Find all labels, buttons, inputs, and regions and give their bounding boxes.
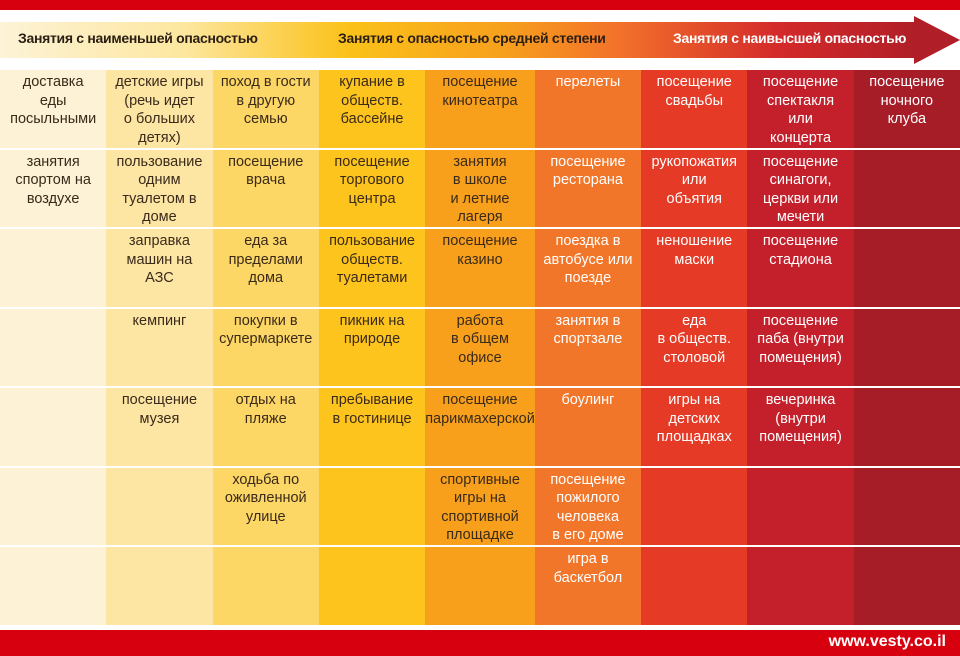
table-cell: кемпинг	[106, 308, 213, 387]
table-cell: пользование одним туалетом в доме	[106, 149, 213, 228]
table-cell	[0, 308, 107, 387]
table-cell: посещение музея	[106, 388, 213, 466]
table-cell: посещение стадиона	[747, 229, 854, 307]
table-cell: посещение врача	[212, 149, 319, 228]
table-cell	[853, 467, 960, 546]
table-cell	[425, 547, 535, 625]
table-cell	[853, 229, 960, 307]
header-high-risk: Занятия с наивысшей опасностью	[673, 30, 907, 46]
header-low-risk: Занятия с наименьшей опасностью	[18, 30, 258, 46]
table-cell: занятия в спортзале	[534, 308, 642, 387]
table-cell: перелеты	[534, 70, 642, 148]
table-cell	[0, 547, 107, 625]
table-cell	[0, 229, 107, 307]
table-cell	[853, 388, 960, 466]
table-cell: детские игры (речь идет о больших детях)	[106, 70, 213, 148]
table-cell: спортивные игры на спортивной площадке	[425, 467, 535, 546]
table-cell: посещение пожилого человека в его доме	[534, 467, 642, 546]
table-cell: игра в баскетбол	[534, 547, 642, 625]
table-cell	[641, 467, 748, 546]
table-cell	[853, 547, 960, 625]
table-cell: поход в гости в другую семью	[212, 70, 319, 148]
table-cell: занятия в школе и летние лагеря	[425, 149, 535, 228]
header-medium-risk: Занятия с опасностью средней степени	[338, 30, 606, 46]
table-cell	[318, 467, 426, 546]
table-cell: ходьба по оживленной улице	[212, 467, 319, 546]
table-cell: неношение маски	[641, 229, 748, 307]
table-cell	[106, 547, 213, 625]
table-cell: игры на детских площадках	[641, 388, 748, 466]
table-cell: пикник на природе	[318, 308, 426, 387]
table-cell: отдых на пляже	[212, 388, 319, 466]
risk-table: доставка еды посыльными детские игры (реч…	[0, 70, 960, 625]
table-cell: еда за пределами дома	[212, 229, 319, 307]
table-cell: пользование обществ. туалетами	[318, 229, 426, 307]
risk-scale-arrow: Занятия с наименьшей опасностью Занятия …	[0, 16, 960, 64]
table-cell: посещение синагоги, церкви или мечети	[747, 149, 854, 228]
table-cell: еда в обществ. столовой	[641, 308, 748, 387]
table-cell	[853, 308, 960, 387]
arrow-body	[0, 22, 915, 58]
site-url: www.vesty.co.il	[828, 633, 946, 650]
arrow-head-icon	[914, 16, 960, 64]
table-cell	[106, 467, 213, 546]
table-cell	[641, 547, 748, 625]
table-cell: посещение торгового центра	[318, 149, 426, 228]
table-cell	[747, 547, 854, 625]
table-cell	[318, 547, 426, 625]
table-cell: пребывание в гостинице	[318, 388, 426, 466]
bottom-red-bar: www.vesty.co.il	[0, 630, 960, 656]
table-cell: посещение парикмахерской	[425, 388, 535, 466]
table-cell: заправка машин на АЗС	[106, 229, 213, 307]
table-cell: купание в обществ. бассейне	[318, 70, 426, 148]
table-cell: вечеринка (внутри помещения)	[747, 388, 854, 466]
table-cell: посещение ресторана	[534, 149, 642, 228]
table-cell: посещение кинотеатра	[425, 70, 535, 148]
table-cell: посещение казино	[425, 229, 535, 307]
table-cell	[0, 467, 107, 546]
table-cell	[212, 547, 319, 625]
table-cell: поездка в автобусе или поезде	[534, 229, 642, 307]
table-cell: покупки в супермаркете	[212, 308, 319, 387]
table-cell: работа в общем офисе	[425, 308, 535, 387]
table-cell	[0, 388, 107, 466]
table-cell: рукопожатия или объятия	[641, 149, 748, 228]
table-cell: посещение ночного клуба	[853, 70, 960, 148]
table-cell: занятия спортом на воздухе	[0, 149, 107, 228]
table-cell	[853, 149, 960, 228]
table-cell	[747, 467, 854, 546]
table-cell: посещение паба (внутри помещения)	[747, 308, 854, 387]
table-cell: боулинг	[534, 388, 642, 466]
top-red-bar	[0, 0, 960, 10]
table-cell: доставка еды посыльными	[0, 70, 107, 148]
table-cell: посещение спектакля или концерта	[747, 70, 854, 148]
table-cell: посещение свадьбы	[641, 70, 748, 148]
